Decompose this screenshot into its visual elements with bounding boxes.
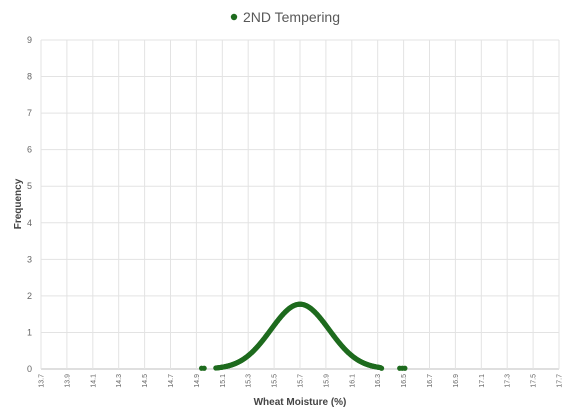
x-tick-label: 15.7 — [298, 374, 305, 388]
x-tick-label: 17.7 — [557, 374, 564, 388]
legend-marker — [230, 13, 238, 21]
y-tick-label: 1 — [27, 327, 32, 337]
x-axis-title: Wheat Moisture (%) — [254, 397, 347, 408]
y-tick-label: 5 — [27, 181, 32, 191]
data-point — [378, 365, 385, 371]
y-axis: 0 1 2 3 4 5 6 7 8 9 — [27, 35, 32, 374]
y-tick-label: 7 — [27, 108, 32, 118]
x-tick-label: 17.3 — [505, 374, 512, 388]
x-tick-label: 15.1 — [220, 374, 227, 388]
x-tick-label: 16.3 — [375, 374, 382, 388]
x-tick-label: 13.7 — [39, 374, 46, 388]
y-tick-label: 4 — [27, 218, 32, 228]
y-tick-label: 8 — [27, 72, 32, 82]
y-tick-label: 3 — [27, 254, 32, 264]
x-tick-label: 14.1 — [90, 374, 97, 388]
y-tick-label: 6 — [27, 145, 32, 155]
x-tick-label: 15.9 — [323, 374, 330, 388]
data-point — [402, 365, 408, 371]
legend: 2ND Tempering — [230, 9, 340, 25]
x-tick-label: 16.9 — [453, 374, 460, 388]
x-tick-label: 16.1 — [349, 374, 356, 388]
x-tick-label: 14.9 — [194, 374, 201, 388]
x-axis: 13.7 13.9 14.1 14.3 14.5 14.7 14.9 15.1 15.3 15.5… — [39, 374, 564, 388]
x-tick-label: 16.7 — [427, 374, 434, 388]
x-tick-label: 14.3 — [116, 374, 123, 388]
data-point — [201, 365, 207, 371]
x-tick-label: 16.5 — [401, 374, 408, 388]
legend-label: 2ND Tempering — [243, 9, 340, 25]
y-axis-title: Frequency — [13, 178, 24, 229]
y-tick-label: 2 — [27, 291, 32, 301]
data-points — [198, 301, 408, 371]
x-tick-label: 13.9 — [64, 374, 71, 388]
x-tick-label: 15.5 — [272, 374, 279, 388]
y-tick-label: 0 — [27, 364, 32, 374]
x-tick-label: 15.3 — [246, 374, 253, 388]
x-tick-label: 17.5 — [531, 374, 538, 388]
x-tick-label: 17.1 — [479, 374, 486, 388]
y-tick-label: 9 — [27, 35, 32, 45]
x-tick-label: 14.7 — [168, 374, 175, 388]
x-tick-label: 14.5 — [142, 374, 149, 388]
grid — [40, 39, 560, 370]
